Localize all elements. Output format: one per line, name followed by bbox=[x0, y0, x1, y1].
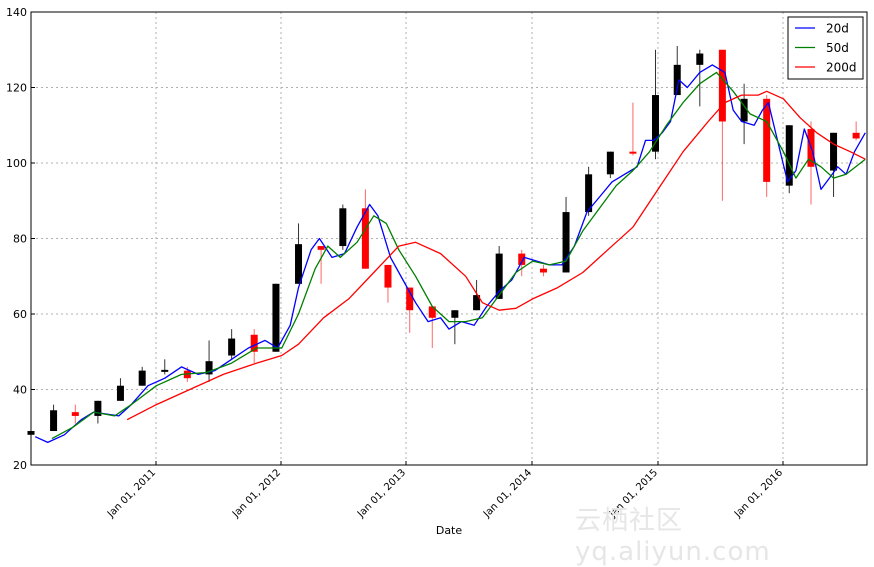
candle bbox=[585, 174, 593, 213]
candle bbox=[50, 410, 58, 432]
candle bbox=[606, 151, 614, 175]
y-tick-label: 80 bbox=[13, 233, 27, 246]
candles bbox=[27, 45, 860, 435]
candle bbox=[518, 253, 526, 265]
candle bbox=[495, 253, 503, 299]
candle bbox=[629, 151, 637, 154]
candle bbox=[339, 208, 347, 247]
x-tick-label: Jan 01, 2011 bbox=[105, 467, 158, 520]
y-tick-label: 100 bbox=[6, 157, 27, 170]
candle bbox=[295, 244, 303, 284]
candle bbox=[473, 295, 481, 311]
candle bbox=[673, 64, 681, 96]
candle bbox=[451, 310, 459, 318]
grid-lines bbox=[31, 12, 867, 465]
candle bbox=[317, 246, 325, 250]
candle bbox=[539, 268, 547, 273]
candle bbox=[406, 287, 414, 311]
y-tick-label: 140 bbox=[6, 6, 27, 19]
y-tick-label: 120 bbox=[6, 82, 27, 95]
candle bbox=[763, 98, 771, 182]
legend-label: 20d bbox=[826, 22, 849, 36]
candle bbox=[205, 361, 213, 375]
legend-label: 200d bbox=[826, 61, 857, 75]
candle bbox=[718, 49, 726, 122]
candle bbox=[562, 212, 570, 273]
candle bbox=[116, 385, 124, 401]
x-tick-label: Jan 01, 2012 bbox=[230, 467, 283, 520]
y-tick-label: 20 bbox=[13, 459, 27, 472]
moving-average-lines bbox=[34, 64, 866, 444]
candle bbox=[361, 208, 369, 269]
candle bbox=[696, 53, 704, 65]
watermark: 云栖社区 yq.aliyun.com bbox=[575, 506, 771, 567]
candle bbox=[384, 264, 392, 288]
y-tick-label: 40 bbox=[13, 384, 27, 397]
candle bbox=[785, 125, 793, 186]
candle bbox=[852, 132, 860, 139]
candle bbox=[138, 370, 146, 386]
legend-label: 50d bbox=[826, 41, 849, 55]
candle bbox=[830, 132, 838, 171]
candle bbox=[161, 369, 169, 372]
candle bbox=[250, 334, 258, 352]
ma-line-200d bbox=[126, 90, 866, 421]
candle bbox=[272, 283, 280, 352]
x-axis-label: Date bbox=[436, 524, 463, 537]
candle bbox=[71, 412, 79, 416]
y-tick-label: 60 bbox=[13, 308, 27, 321]
candle bbox=[428, 306, 436, 318]
candle bbox=[651, 95, 659, 152]
legend: 20d 50d 200d bbox=[787, 16, 864, 80]
candle bbox=[94, 400, 102, 416]
candle bbox=[740, 98, 748, 122]
candlestick-chart: 20 40 60 80 100 120 140 Jan 01, 2011 Jan 01, 20… bbox=[6, 6, 868, 537]
x-tick-label: Jan 01, 2013 bbox=[355, 467, 408, 520]
candle bbox=[228, 338, 236, 356]
x-tick-label: Jan 01, 2014 bbox=[481, 467, 534, 520]
ma-line-20d bbox=[34, 64, 866, 444]
ma-line-50d bbox=[51, 71, 866, 440]
y-axis-ticks: 20 40 60 80 100 120 140 bbox=[6, 6, 35, 472]
